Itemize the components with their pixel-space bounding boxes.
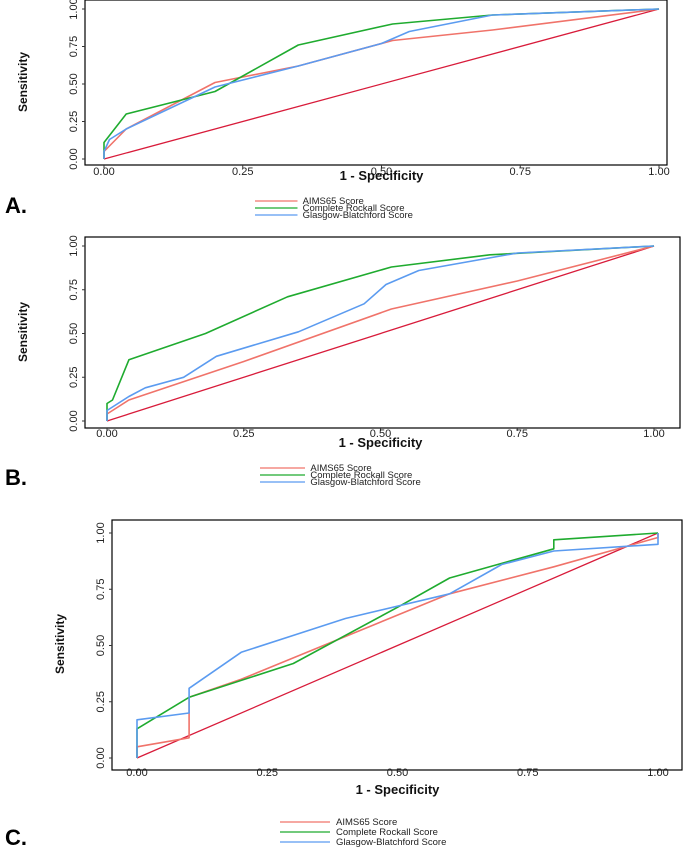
y-tick-label: 0.75 (95, 579, 107, 600)
roc-panel-a: 0.00 0.25 0.50 0.75 1.00 0.00 0.25 0.50 0.75 1.00… (5, 0, 670, 221)
roc-panel-c: 0.00 0.25 0.50 0.75 1.00 0.00 0.25 0.50 0.75 1.00… (5, 519, 683, 847)
panel-label: C. (5, 825, 27, 847)
legend-entry: AIMS65 Score (336, 817, 397, 828)
x-axis-title: 1 - Specificity (356, 782, 441, 797)
x-tick-label: 0.50 (387, 767, 408, 779)
x-axis-title: 1 - Specificity (339, 435, 424, 450)
reference-diagonal (106, 245, 655, 422)
legend-entry: Complete Rockall Score (310, 470, 412, 481)
y-tick-label: 1.00 (95, 522, 107, 543)
x-tick-label: 0.25 (232, 166, 253, 178)
y-tick-label: 0.25 (95, 691, 107, 712)
plot-frame (84, 0, 668, 166)
x-tick-label: 0.50 (370, 428, 391, 440)
y-tick-label: 0.00 (68, 148, 80, 169)
y-tick-label: 0.50 (68, 73, 80, 94)
x-axis-title: 1 - Specificity (340, 168, 425, 183)
legend-entry: AIMS65 Score (310, 463, 371, 474)
y-axis-title: Sensitivity (16, 302, 30, 362)
legend-entry: Glasgow-Blatchford Score (336, 837, 446, 847)
x-tick-label: 0.75 (517, 767, 538, 779)
x-tick-label: 0.50 (371, 166, 392, 178)
x-tick-label: 0.75 (510, 166, 531, 178)
y-tick-label: 0.25 (68, 111, 80, 132)
y-tick-label: 0.50 (95, 635, 107, 656)
series-line-glasgow-blatchford-score (103, 8, 660, 159)
legend-entry: Complete Rockall Score (336, 827, 438, 838)
x-tick-label: 1.00 (643, 428, 664, 440)
y-axis-title: Sensitivity (16, 52, 30, 112)
series-line-glasgow-blatchford-score (136, 533, 659, 758)
legend-entry: AIMS65 Score (303, 196, 364, 207)
legend-entry: Complete Rockall Score (303, 203, 405, 214)
legend-entry: Glasgow-Blatchford Score (310, 477, 420, 488)
y-tick-label: 0.50 (68, 323, 80, 344)
x-tick-label: 0.00 (126, 767, 147, 779)
y-tick-label: 0.00 (68, 410, 80, 431)
y-tick-label: 0.75 (68, 279, 80, 300)
y-tick-label: 0.25 (68, 367, 80, 388)
series-line-aims65-score (136, 533, 659, 758)
reference-diagonal (103, 8, 660, 160)
y-axis-title: Sensitivity (53, 614, 67, 674)
plot-frame (84, 236, 681, 429)
series-line-aims65-score (103, 8, 660, 159)
x-tick-label: 1.00 (647, 767, 668, 779)
series-line-glasgow-blatchford-score (106, 245, 655, 421)
y-tick-label: 0.00 (95, 747, 107, 768)
x-tick-label: 0.00 (96, 428, 117, 440)
x-tick-label: 0.75 (507, 428, 528, 440)
x-tick-label: 0.25 (257, 767, 278, 779)
series-line-complete-rockall-score (106, 245, 655, 421)
y-tick-label: 1.00 (68, 0, 80, 20)
x-tick-label: 1.00 (648, 166, 669, 178)
y-tick-label: 0.75 (68, 36, 80, 57)
x-tick-label: 0.00 (93, 166, 114, 178)
panel-label: B. (5, 465, 27, 490)
reference-diagonal (136, 532, 659, 759)
roc-panel-b: 0.00 0.25 0.50 0.75 1.00 0.00 0.25 0.50 0.75 1.00… (5, 235, 681, 490)
panel-label: A. (5, 193, 27, 218)
x-tick-label: 0.25 (233, 428, 254, 440)
series-line-complete-rockall-score (103, 8, 660, 159)
legend-entry: Glasgow-Blatchford Score (303, 210, 413, 221)
y-tick-label: 1.00 (68, 235, 80, 256)
